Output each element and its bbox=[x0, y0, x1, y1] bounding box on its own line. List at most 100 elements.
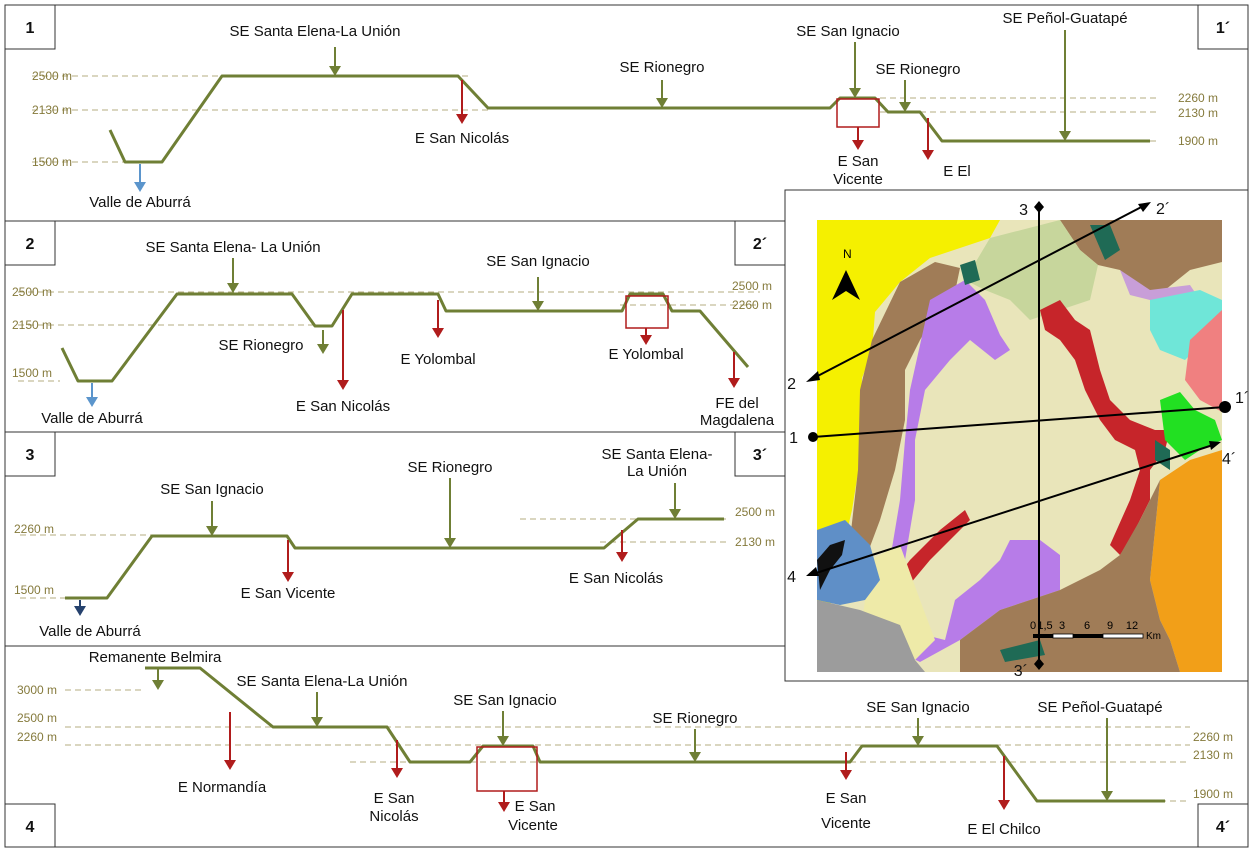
scale-tick: 12 bbox=[1126, 620, 1138, 632]
surface-label: SE Peñol-Guatapé bbox=[1037, 699, 1162, 716]
geologic-map-inset: N 1 1´ 2 2´ 3 3´ 4 4´ 0 1,5 3 6 9 12 Km bbox=[784, 189, 1249, 682]
start-tag: 4 bbox=[26, 819, 35, 836]
end-tag-box bbox=[1197, 803, 1249, 848]
arrows bbox=[74, 478, 681, 616]
surface-label: SE Peñol-Guatapé bbox=[1002, 10, 1127, 27]
unit-brown-west bbox=[850, 262, 960, 560]
unit-pink bbox=[1185, 310, 1222, 412]
escarpment-label: E El bbox=[943, 163, 971, 180]
unit-teal-1 bbox=[1090, 225, 1120, 260]
end-tag: 2´ bbox=[753, 236, 767, 253]
unit-black-edge bbox=[817, 540, 845, 590]
surface-label: SE San Ignacio bbox=[486, 253, 589, 270]
unit-purple-west bbox=[880, 280, 1060, 662]
surface-label: SE Santa Elena- La Unión bbox=[145, 239, 320, 256]
endpoint-3 bbox=[1034, 201, 1044, 213]
north-label: N bbox=[843, 247, 852, 261]
scale-tick: 6 bbox=[1084, 620, 1090, 632]
section-line-2 bbox=[809, 203, 1148, 381]
start-tag-box bbox=[4, 431, 56, 477]
endpoint-1 bbox=[808, 432, 818, 442]
depression-box bbox=[625, 295, 669, 329]
elevation-label: 2500 m bbox=[32, 69, 72, 83]
arrows bbox=[152, 668, 1113, 812]
surface-label: SE Rionegro bbox=[652, 710, 737, 727]
surface-label: SE Santa Elena- bbox=[602, 446, 713, 463]
elevation-label: 2500 m bbox=[17, 711, 57, 725]
unit-teal-4 bbox=[1000, 640, 1045, 662]
valley-label: Valle de Aburrá bbox=[89, 194, 191, 211]
escarpment-label: Vicente bbox=[833, 171, 883, 188]
unit-green-light bbox=[965, 220, 1098, 320]
endpoint-label: 4´ bbox=[1222, 451, 1236, 468]
elevation-label: 2260 m bbox=[17, 730, 57, 744]
profile-panel-3: 3 3´ 2260 m 1500 m 2500 m 2130 m SE San … bbox=[4, 431, 786, 647]
scale-tick: 1,5 bbox=[1037, 620, 1052, 632]
panel-4-frame bbox=[4, 645, 1249, 848]
scale-unit: Km bbox=[1146, 631, 1161, 642]
endpoint-label: 1´ bbox=[1235, 390, 1249, 407]
elevation-label: 2130 m bbox=[1193, 748, 1233, 762]
start-tag: 3 bbox=[26, 447, 35, 464]
valley-label: Valle de Aburrá bbox=[39, 623, 141, 640]
escarpment-label: E Yolombal bbox=[400, 351, 475, 368]
elevation-guides bbox=[18, 291, 760, 382]
elevation-label: 1500 m bbox=[12, 366, 52, 380]
escarpment-label: E San Vicente bbox=[241, 585, 336, 602]
elevation-label: 2260 m bbox=[1178, 91, 1218, 105]
unit-orange bbox=[1150, 450, 1222, 672]
escarpment-label: E Normandía bbox=[178, 779, 267, 796]
unit-yellow bbox=[817, 220, 1000, 630]
arrowhead-4-prime bbox=[1209, 441, 1221, 450]
escarpment-label: E San Nicolás bbox=[296, 398, 390, 415]
elevation-label: 2260 m bbox=[14, 522, 54, 536]
unit-bright-green bbox=[1160, 392, 1222, 460]
endpoint-label: 4 bbox=[787, 569, 796, 586]
surface-label: SE San Ignacio bbox=[796, 23, 899, 40]
elevation-label: 2500 m bbox=[12, 285, 52, 299]
elevation-label: 1900 m bbox=[1178, 134, 1218, 148]
elevation-label: 2130 m bbox=[1178, 106, 1218, 120]
start-tag-box bbox=[4, 803, 56, 848]
escarpment-label: E San bbox=[826, 790, 867, 807]
topographic-profile bbox=[65, 517, 724, 600]
surface-label: La Unión bbox=[627, 463, 687, 480]
endpoint-label: 3 bbox=[1019, 202, 1028, 219]
escarpment-label: Nicolás bbox=[369, 808, 418, 825]
north-arrow-icon bbox=[832, 270, 860, 300]
topographic-profile bbox=[108, 74, 1150, 164]
elevation-label: 2130 m bbox=[735, 535, 775, 549]
arrows bbox=[134, 30, 1071, 192]
escarpment-label: Vicente bbox=[821, 815, 871, 832]
elevation-guides bbox=[32, 75, 1160, 163]
arrowhead-2-prime bbox=[1138, 202, 1151, 212]
escarpment-label: E San Nicolás bbox=[569, 570, 663, 587]
elevation-label: 2500 m bbox=[735, 505, 775, 519]
elevation-label: 1500 m bbox=[14, 583, 54, 597]
start-tag: 2 bbox=[26, 236, 35, 253]
arrowhead-2 bbox=[806, 371, 820, 382]
escarpment-label: E San bbox=[374, 790, 415, 807]
profile-panel-4: 4 4´ 3000 m 2500 m 2260 m 2260 m 2130 m … bbox=[4, 645, 1249, 848]
elevation-label: 1500 m bbox=[32, 155, 72, 169]
endpoint-label: 2´ bbox=[1156, 201, 1170, 218]
unit-brown-south bbox=[960, 480, 1180, 672]
elevation-label: 1900 m bbox=[1193, 787, 1233, 801]
scale-bar: 0 1,5 3 6 9 12 Km bbox=[1030, 620, 1161, 642]
surface-label: Remanente Belmira bbox=[89, 649, 222, 666]
escarpment-label: E San bbox=[838, 153, 879, 170]
valley-label: Valle de Aburrá bbox=[41, 410, 143, 427]
panel-1-frame bbox=[4, 4, 1249, 222]
surface-label: SE Santa Elena-La Unión bbox=[237, 673, 408, 690]
escarpment-label: Magdalena bbox=[700, 412, 775, 429]
depression-box bbox=[476, 746, 538, 792]
start-tag-box bbox=[4, 4, 56, 50]
scale-tick: 0 bbox=[1030, 620, 1036, 632]
topographic-profile bbox=[145, 666, 1165, 803]
elevation-label: 2260 m bbox=[732, 298, 772, 312]
surface-label: SE Rionegro bbox=[619, 59, 704, 76]
start-tag: 1 bbox=[26, 20, 35, 37]
escarpment-label: E San bbox=[515, 798, 556, 815]
section-lines bbox=[809, 203, 1226, 664]
